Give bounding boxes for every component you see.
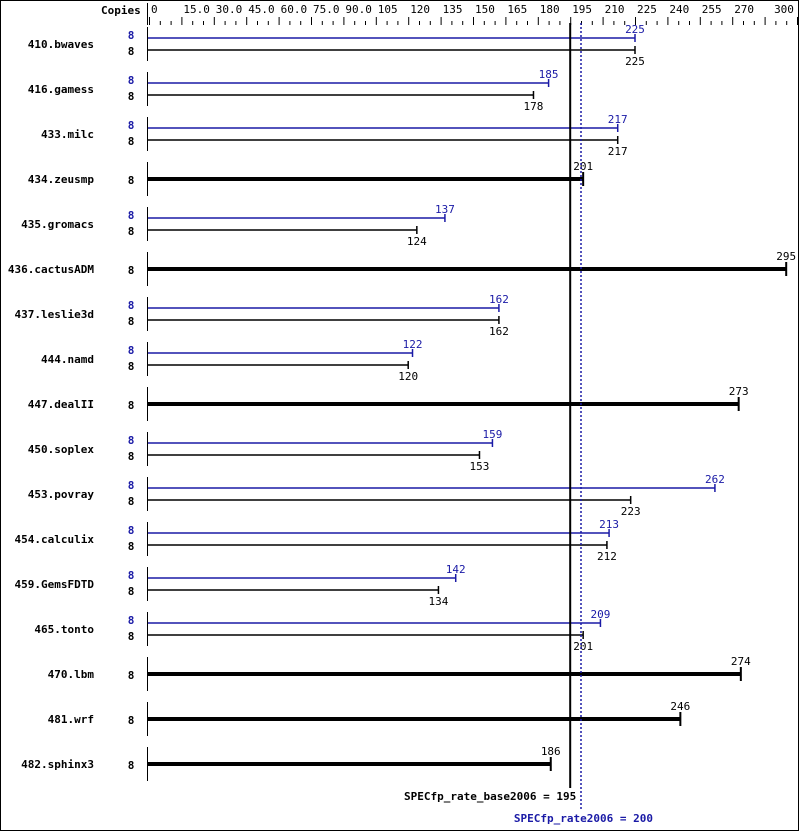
copies-base: 8 [128, 90, 135, 103]
tick-label: 30.0 [216, 3, 243, 16]
peak-value: 159 [483, 428, 503, 441]
benchmark-label: 433.milc [41, 128, 94, 141]
tick-label: 210 [605, 3, 625, 16]
tick-label: 45.0 [248, 3, 275, 16]
base-value: 225 [625, 55, 645, 68]
tick-label: 0 [151, 3, 158, 16]
tick-label: 300 [774, 3, 794, 16]
copies-peak: 8 [128, 524, 135, 537]
copies-base: 8 [128, 315, 135, 328]
copies-base: 8 [128, 630, 135, 643]
benchmark-label: 436.cactusADM [8, 263, 94, 276]
benchmark-label: 416.gamess [28, 83, 94, 96]
tick-label: 165 [507, 3, 527, 16]
copies-base: 8 [128, 759, 135, 772]
copies-base: 8 [128, 360, 135, 373]
base-value: 134 [429, 595, 449, 608]
copies-peak: 8 [128, 299, 135, 312]
benchmark-label: 437.leslie3d [15, 308, 94, 321]
benchmark-label: 444.namd [41, 353, 94, 366]
copies-peak: 8 [128, 569, 135, 582]
peak-value: 137 [435, 203, 455, 216]
base-value: 295 [776, 250, 796, 263]
base-value: 162 [489, 325, 509, 338]
base-value: 186 [541, 745, 561, 758]
tick-label: 75.0 [313, 3, 340, 16]
copies-base: 8 [128, 450, 135, 463]
copies-peak: 8 [128, 74, 135, 87]
peak-value: 262 [705, 473, 725, 486]
copies-base: 8 [128, 495, 135, 508]
peak-value: 185 [539, 68, 559, 81]
base-value: 212 [597, 550, 617, 563]
base-value: 273 [729, 385, 749, 398]
copies-peak: 8 [128, 119, 135, 132]
peak-value: 162 [489, 293, 509, 306]
base-value: 201 [573, 160, 593, 173]
benchmark-label: 450.soplex [28, 443, 95, 456]
copies-base: 8 [128, 264, 135, 277]
tick-label: 270 [734, 3, 754, 16]
tick-label: 135 [443, 3, 463, 16]
tick-label: 120 [410, 3, 430, 16]
base-value: 217 [608, 145, 628, 158]
tick-label: 225 [637, 3, 657, 16]
copies-base: 8 [128, 714, 135, 727]
benchmark-label: 459.GemsFDTD [15, 578, 95, 591]
benchmark-label: 453.povray [28, 488, 95, 501]
base-value: 223 [621, 505, 641, 518]
tick-label: 180 [540, 3, 560, 16]
base-value: 153 [470, 460, 490, 473]
base-value: 120 [398, 370, 418, 383]
benchmark-label: 410.bwaves [28, 38, 94, 51]
benchmark-label: 470.lbm [48, 668, 95, 681]
base-value: 201 [573, 640, 593, 653]
copies-peak: 8 [128, 434, 135, 447]
tick-label: 105 [378, 3, 398, 16]
benchmark-label: 481.wrf [48, 713, 94, 726]
base-value: 246 [670, 700, 690, 713]
benchmark-label: 434.zeusmp [28, 173, 95, 186]
copies-peak: 8 [128, 614, 135, 627]
tick-label: 240 [669, 3, 689, 16]
base-value: 178 [524, 100, 544, 113]
copies-base: 8 [128, 135, 135, 148]
benchmark-label: 435.gromacs [21, 218, 94, 231]
copies-peak: 8 [128, 209, 135, 222]
copies-base: 8 [128, 585, 135, 598]
tick-label: 90.0 [345, 3, 372, 16]
peak-value: 225 [625, 23, 645, 36]
copies-peak: 8 [128, 479, 135, 492]
axis-label: Copies [101, 4, 141, 17]
copies-base: 8 [128, 540, 135, 553]
benchmark-label: 447.dealII [28, 398, 94, 411]
peak-value: 213 [599, 518, 619, 531]
tick-label: 150 [475, 3, 495, 16]
copies-base: 8 [128, 399, 135, 412]
peak-value: 217 [608, 113, 628, 126]
benchmark-label: 465.tonto [34, 623, 94, 636]
copies-base: 8 [128, 174, 135, 187]
benchmark-label: 482.sphinx3 [21, 758, 94, 771]
base-value: 124 [407, 235, 427, 248]
tick-label: 60.0 [281, 3, 308, 16]
copies-peak: 8 [128, 344, 135, 357]
peak-value: 209 [591, 608, 611, 621]
tick-label: 195 [572, 3, 592, 16]
peak-value: 142 [446, 563, 466, 576]
base-summary-label: SPECfp_rate_base2006 = 195 [404, 790, 576, 803]
copies-base: 8 [128, 45, 135, 58]
copies-base: 8 [128, 225, 135, 238]
copies-base: 8 [128, 669, 135, 682]
tick-label: 255 [702, 3, 722, 16]
peak-summary-label: SPECfp_rate2006 = 200 [514, 812, 653, 825]
peak-value: 122 [403, 338, 423, 351]
copies-peak: 8 [128, 29, 135, 42]
benchmark-label: 454.calculix [15, 533, 95, 546]
base-value: 274 [731, 655, 751, 668]
tick-label: 15.0 [183, 3, 210, 16]
